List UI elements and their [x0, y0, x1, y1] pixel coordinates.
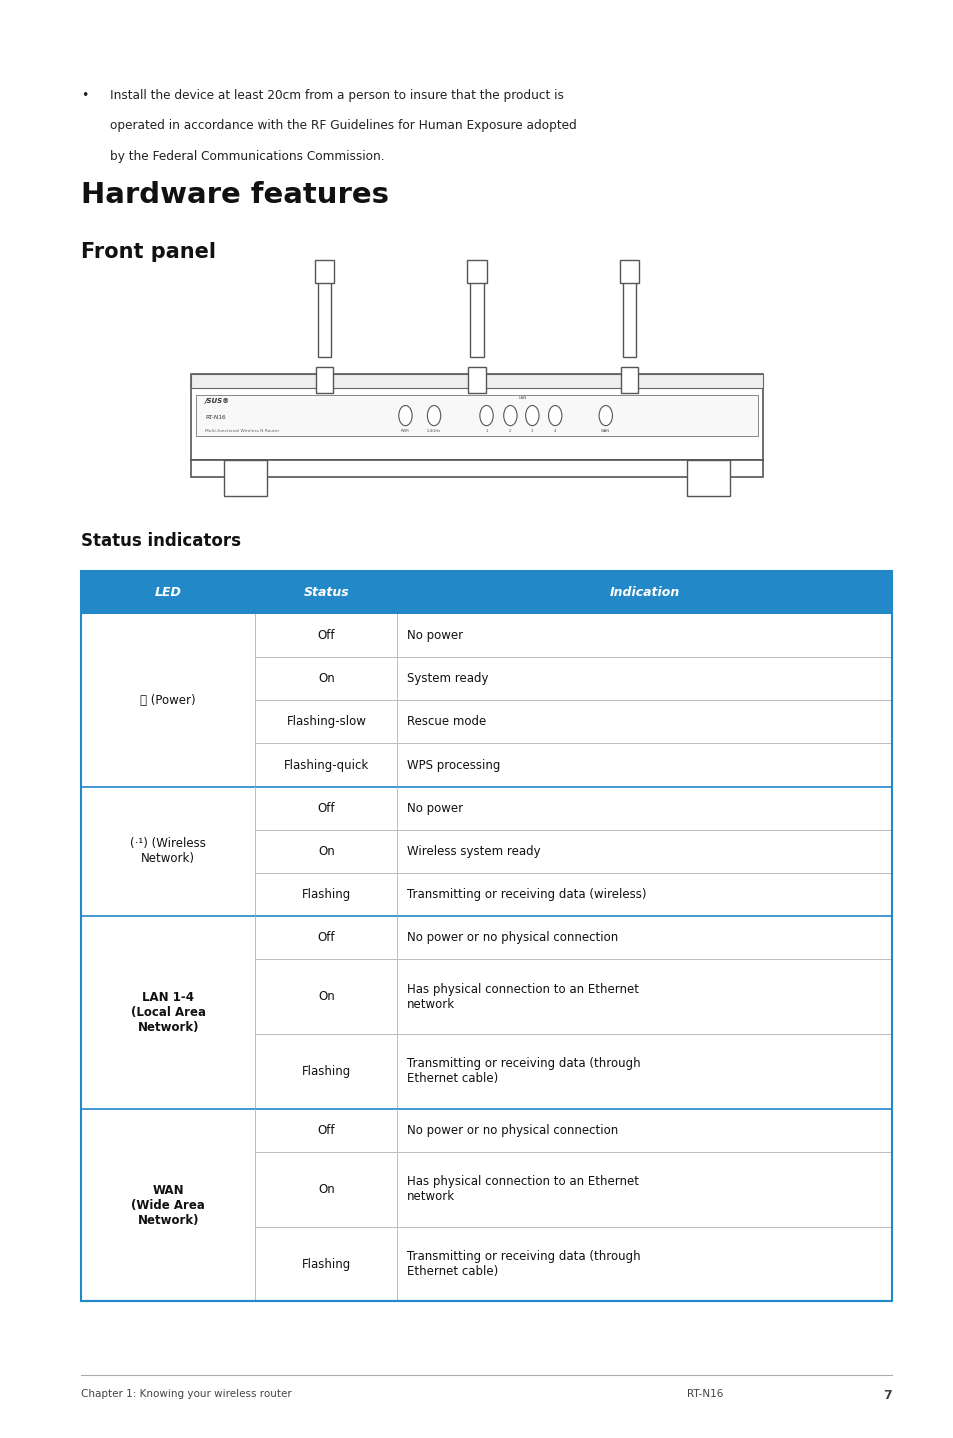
Text: LAN 1-4
(Local Area
Network): LAN 1-4 (Local Area Network): [131, 991, 206, 1034]
Bar: [81, 916, 255, 1109]
Text: WPS processing: WPS processing: [407, 758, 499, 772]
Text: PWR: PWR: [400, 429, 410, 433]
Text: LED: LED: [154, 585, 181, 600]
Text: Transmitting or receiving data (through
Ethernet cable): Transmitting or receiving data (through …: [407, 1057, 639, 1086]
Text: Off: Off: [317, 1123, 335, 1137]
Text: Flashing: Flashing: [301, 1257, 351, 1271]
Bar: [468, 367, 485, 393]
Text: (·¹) (Wireless
Network): (·¹) (Wireless Network): [131, 837, 206, 866]
Bar: [195, 395, 758, 436]
Circle shape: [525, 406, 538, 426]
Bar: [81, 787, 255, 916]
Bar: [191, 374, 762, 388]
Text: 2: 2: [509, 429, 511, 433]
Bar: [315, 367, 333, 393]
Text: WAN
(Wide Area
Network): WAN (Wide Area Network): [132, 1183, 205, 1227]
Text: Off: Off: [317, 801, 335, 815]
Text: Flashing: Flashing: [301, 1064, 351, 1078]
Bar: [81, 1109, 255, 1301]
Text: Chapter 1: Knowing your wireless router: Chapter 1: Knowing your wireless router: [81, 1389, 292, 1399]
Text: Multi-functional Wireless N Router: Multi-functional Wireless N Router: [205, 430, 279, 433]
Circle shape: [427, 406, 440, 426]
Bar: [619, 260, 639, 283]
Text: Status: Status: [303, 585, 349, 600]
Text: On: On: [317, 989, 335, 1004]
Text: 7: 7: [882, 1389, 891, 1402]
Text: WAN: WAN: [600, 429, 610, 433]
Bar: [81, 614, 891, 1301]
Text: Wireless system ready: Wireless system ready: [407, 844, 540, 858]
Circle shape: [398, 406, 412, 426]
Text: No power: No power: [407, 628, 462, 643]
Text: RT-N16: RT-N16: [205, 414, 226, 420]
Text: Status indicators: Status indicators: [81, 532, 241, 551]
Circle shape: [598, 406, 612, 426]
Text: ⏻ (Power): ⏻ (Power): [140, 693, 196, 707]
Bar: [81, 571, 891, 1301]
Bar: [191, 460, 762, 477]
Bar: [622, 266, 636, 357]
Text: LAN: LAN: [518, 395, 526, 400]
Text: Off: Off: [317, 930, 335, 945]
Bar: [470, 266, 483, 357]
Bar: [467, 260, 486, 283]
Text: Flashing-quick: Flashing-quick: [283, 758, 369, 772]
Text: by the Federal Communications Commission.: by the Federal Communications Commission…: [110, 150, 384, 162]
Text: Hardware features: Hardware features: [81, 181, 389, 209]
Text: 2.4GHz: 2.4GHz: [427, 429, 440, 433]
Bar: [686, 460, 729, 496]
Circle shape: [479, 406, 493, 426]
Text: On: On: [317, 1182, 335, 1196]
Bar: [620, 367, 638, 393]
Circle shape: [503, 406, 517, 426]
Text: Rescue mode: Rescue mode: [407, 715, 486, 729]
Text: On: On: [317, 844, 335, 858]
Text: Transmitting or receiving data (wireless): Transmitting or receiving data (wireless…: [407, 887, 646, 902]
Bar: [224, 460, 267, 496]
Text: 3: 3: [531, 429, 533, 433]
Text: Install the device at least 20cm from a person to insure that the product is: Install the device at least 20cm from a …: [110, 89, 563, 102]
Bar: [81, 571, 891, 614]
Text: On: On: [317, 672, 335, 686]
Text: •: •: [81, 89, 89, 102]
Text: operated in accordance with the RF Guidelines for Human Exposure adopted: operated in accordance with the RF Guide…: [110, 119, 576, 132]
Text: Transmitting or receiving data (through
Ethernet cable): Transmitting or receiving data (through …: [407, 1250, 639, 1278]
Text: 4: 4: [554, 429, 556, 433]
Bar: [317, 266, 331, 357]
Bar: [191, 374, 762, 460]
Text: Flashing: Flashing: [301, 887, 351, 902]
Text: Indication: Indication: [609, 585, 679, 600]
Text: No power or no physical connection: No power or no physical connection: [407, 1123, 618, 1137]
Text: RT-N16: RT-N16: [686, 1389, 722, 1399]
Text: 1: 1: [485, 429, 487, 433]
Text: System ready: System ready: [407, 672, 488, 686]
Text: No power or no physical connection: No power or no physical connection: [407, 930, 618, 945]
Text: No power: No power: [407, 801, 462, 815]
Text: Front panel: Front panel: [81, 242, 216, 262]
Text: Flashing-slow: Flashing-slow: [286, 715, 366, 729]
Text: Off: Off: [317, 628, 335, 643]
Circle shape: [548, 406, 561, 426]
Bar: [81, 614, 255, 787]
Bar: [314, 260, 334, 283]
Text: Has physical connection to an Ethernet
network: Has physical connection to an Ethernet n…: [407, 1175, 639, 1204]
Text: Has physical connection to an Ethernet
network: Has physical connection to an Ethernet n…: [407, 982, 639, 1011]
Text: /SUS®: /SUS®: [205, 398, 230, 404]
